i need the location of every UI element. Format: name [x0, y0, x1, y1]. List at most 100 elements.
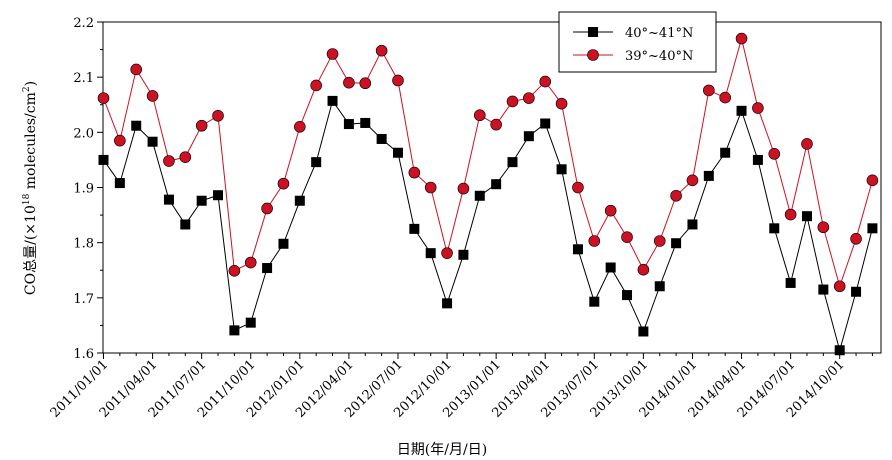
series-2-point: [637, 263, 650, 276]
series-1-point: [376, 133, 387, 144]
series-1-point: [801, 211, 812, 222]
y-tick-label: 1.9: [73, 182, 94, 197]
series-2-point: [228, 265, 241, 277]
series-2-point: [457, 182, 470, 195]
series-line-2: [103, 38, 873, 288]
legend: 40°~41°N 39°~40°N: [558, 11, 717, 73]
series-1-point: [131, 120, 142, 131]
x-axis-title: 日期(年/月/日): [397, 442, 487, 458]
series-1-point: [425, 248, 436, 259]
series-2-point: [179, 151, 192, 163]
series-2-point: [392, 74, 404, 87]
series-2-point: [424, 181, 437, 194]
series-1-point: [278, 238, 289, 249]
series-2-point: [490, 118, 502, 131]
y-tick-label: 1.6: [73, 347, 94, 362]
y-tick-label: 2.1: [73, 71, 94, 86]
series-line-1: [103, 99, 873, 353]
tick-labels-layer: 1.61.71.81.92.02.12.22011/01/012011/04/0…: [48, 16, 848, 421]
series-1-point: [720, 147, 731, 158]
series-2-point: [408, 166, 421, 179]
series-layer: [97, 32, 879, 356]
series-2-point: [653, 235, 666, 247]
series-1-point: [245, 317, 256, 328]
series-2-point: [212, 109, 224, 122]
series-2-point: [375, 44, 388, 57]
series-2-point: [506, 95, 519, 108]
series-2-point: [719, 91, 731, 104]
series-1-point: [491, 179, 502, 190]
series-1-point: [147, 136, 158, 147]
series-2-point: [686, 174, 699, 187]
y-axis-title-unit: molecules/cm: [23, 92, 39, 194]
series-2-point: [703, 84, 715, 97]
series-1-point: [327, 95, 338, 106]
series-1-point: [442, 298, 453, 309]
series-1-point: [867, 223, 878, 234]
series-1-point: [360, 117, 371, 128]
series-2-point: [277, 177, 290, 190]
series-2-point: [621, 231, 633, 243]
series-2-point: [326, 48, 339, 60]
legend-label-series-1: 40°~41°N: [625, 26, 693, 41]
series-1-point: [213, 190, 224, 201]
y-tick-label: 2.0: [73, 126, 94, 141]
series-1-point: [622, 290, 633, 301]
series-2-point: [588, 235, 601, 247]
series-1-point: [752, 154, 763, 165]
series-2-point: [539, 75, 552, 88]
series-1-point: [458, 249, 469, 260]
series-2-point: [359, 77, 372, 90]
series-1-point: [851, 286, 862, 297]
axis-ticks-layer: [97, 21, 873, 359]
series-1-point: [687, 219, 698, 230]
series-2-point: [784, 208, 797, 221]
y-axis-title-exponent: 18: [22, 193, 32, 205]
series-2-point: [261, 202, 273, 215]
series-2-point: [833, 280, 846, 293]
series-2-point: [604, 204, 617, 217]
series-1-point: [409, 223, 420, 234]
series-1-point: [523, 131, 534, 142]
series-1-point: [605, 262, 616, 273]
series-1-point: [196, 195, 207, 206]
legend-box: [558, 11, 717, 73]
series-2-point: [195, 119, 208, 132]
y-axis-title: CO总量/(×1018 molecules/cm2): [22, 81, 39, 295]
series-2-point: [441, 247, 453, 259]
series-1-point: [114, 178, 125, 189]
series-2-point: [244, 256, 257, 269]
series-1-point: [180, 219, 191, 230]
series-2-point: [801, 138, 813, 150]
series-1-point: [507, 157, 518, 168]
y-tick-label: 1.7: [73, 292, 94, 307]
series-1-point: [262, 263, 273, 274]
series-2-point: [752, 102, 764, 114]
series-1-point: [572, 244, 583, 255]
series-2-point: [473, 109, 486, 122]
series-1-point: [671, 238, 682, 249]
series-2-point: [97, 92, 110, 104]
legend-label-series-2: 39°~40°N: [625, 49, 693, 64]
y-axis-title-prefix: CO总量/(×10: [23, 205, 39, 295]
series-1-point: [638, 326, 649, 337]
series-2-point: [670, 189, 682, 202]
legend-marker-series-1: [588, 27, 598, 37]
series-2-point: [146, 90, 159, 102]
series-1-point: [163, 194, 174, 205]
series-2-point: [294, 121, 306, 133]
y-tick-label: 2.2: [73, 16, 94, 31]
series-2-point: [817, 221, 830, 234]
series-1-point: [392, 147, 403, 158]
series-2-point: [768, 148, 781, 160]
series-2-point: [735, 32, 748, 45]
series-1-point: [654, 281, 665, 292]
series-2-point: [130, 63, 143, 76]
series-2-point: [572, 181, 584, 194]
series-2-point: [555, 97, 568, 110]
series-1-point: [785, 277, 796, 288]
y-axis-title-suffix: ): [23, 81, 39, 86]
series-2-point: [343, 76, 355, 89]
series-1-point: [818, 284, 829, 295]
